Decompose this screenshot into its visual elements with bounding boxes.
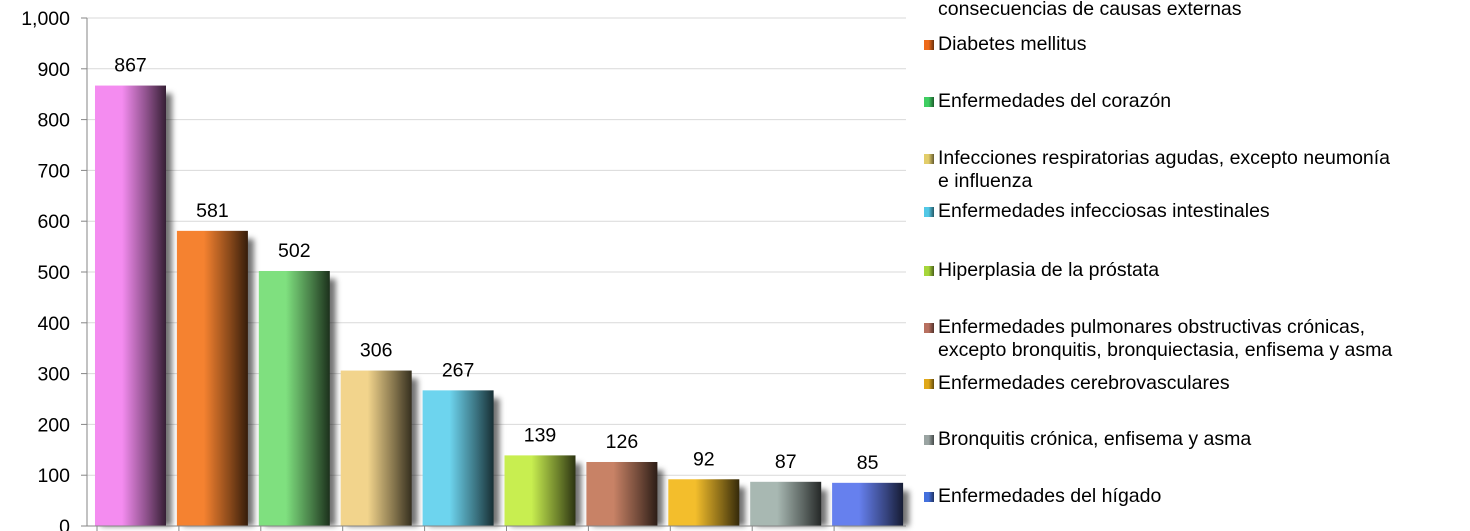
bar-9	[750, 481, 822, 526]
axes	[81, 17, 906, 531]
bar-8	[668, 479, 740, 526]
legend-swatch	[924, 207, 934, 217]
legend-swatch	[924, 154, 934, 164]
data-label: 581	[196, 200, 229, 222]
bar-7	[586, 461, 658, 526]
data-label: 267	[442, 359, 475, 381]
legend-swatch	[924, 40, 934, 50]
y-tick-label: 700	[37, 160, 70, 182]
data-label: 867	[114, 55, 147, 77]
legend-swatch	[924, 492, 934, 502]
y-tick-label: 200	[37, 414, 70, 436]
y-axis-ticks: 0 100 200 300 400 500 600 700 800 900 1,000	[21, 8, 70, 531]
y-tick-label: 300	[37, 364, 70, 386]
legend-swatch	[924, 323, 934, 333]
legend-label: Enfermedades pulmonares obstructivas cró…	[938, 316, 1393, 361]
legend-label: Bronquitis crónica, enfisema y asma	[938, 428, 1252, 450]
data-label: 126	[606, 431, 639, 453]
bar-10	[832, 482, 904, 526]
data-label: 306	[360, 340, 393, 362]
bar-6	[504, 455, 576, 526]
y-tick-label: 900	[37, 59, 70, 81]
legend-swatch	[924, 97, 934, 107]
legend-label: Hiperplasia de la próstata	[938, 259, 1160, 281]
data-label: 92	[693, 448, 715, 470]
legend: consecuencias de causas externas Diabetes…	[924, 0, 1470, 531]
data-labels: 867 581 502 306 267 139 126 92 87 85	[114, 55, 878, 474]
legend-swatch	[924, 266, 934, 276]
legend-swatch	[924, 435, 934, 445]
bar-3	[258, 270, 330, 526]
y-tick-label: 400	[37, 313, 70, 335]
bar-2	[176, 230, 248, 527]
bars	[95, 85, 904, 527]
y-tick-label: 0	[59, 516, 70, 531]
legend-swatch	[924, 379, 934, 389]
data-label: 502	[278, 240, 311, 262]
legend-label: consecuencias de causas externas	[938, 0, 1242, 20]
legend-label: Diabetes mellitus	[938, 33, 1087, 55]
data-label: 139	[524, 424, 557, 446]
y-tick-label: 1,000	[21, 8, 70, 30]
y-tick-label: 100	[37, 465, 70, 487]
y-tick-label: 500	[37, 262, 70, 284]
y-tick-label: 600	[37, 211, 70, 233]
bar-5	[422, 390, 494, 526]
data-label: 87	[775, 451, 797, 473]
legend-label: Infecciones respiratorias agudas, except…	[938, 147, 1391, 192]
legend-label: Enfermedades infecciosas intestinales	[938, 200, 1270, 222]
data-label: 85	[857, 452, 879, 474]
y-tick-label: 800	[37, 110, 70, 132]
legend-label: Enfermedades del hígado	[938, 485, 1162, 507]
bar-4	[340, 370, 412, 526]
legend-label: Enfermedades cerebrovasculares	[938, 372, 1230, 394]
bar-1	[95, 85, 166, 527]
legend-label: Enfermedades del corazón	[938, 90, 1172, 112]
